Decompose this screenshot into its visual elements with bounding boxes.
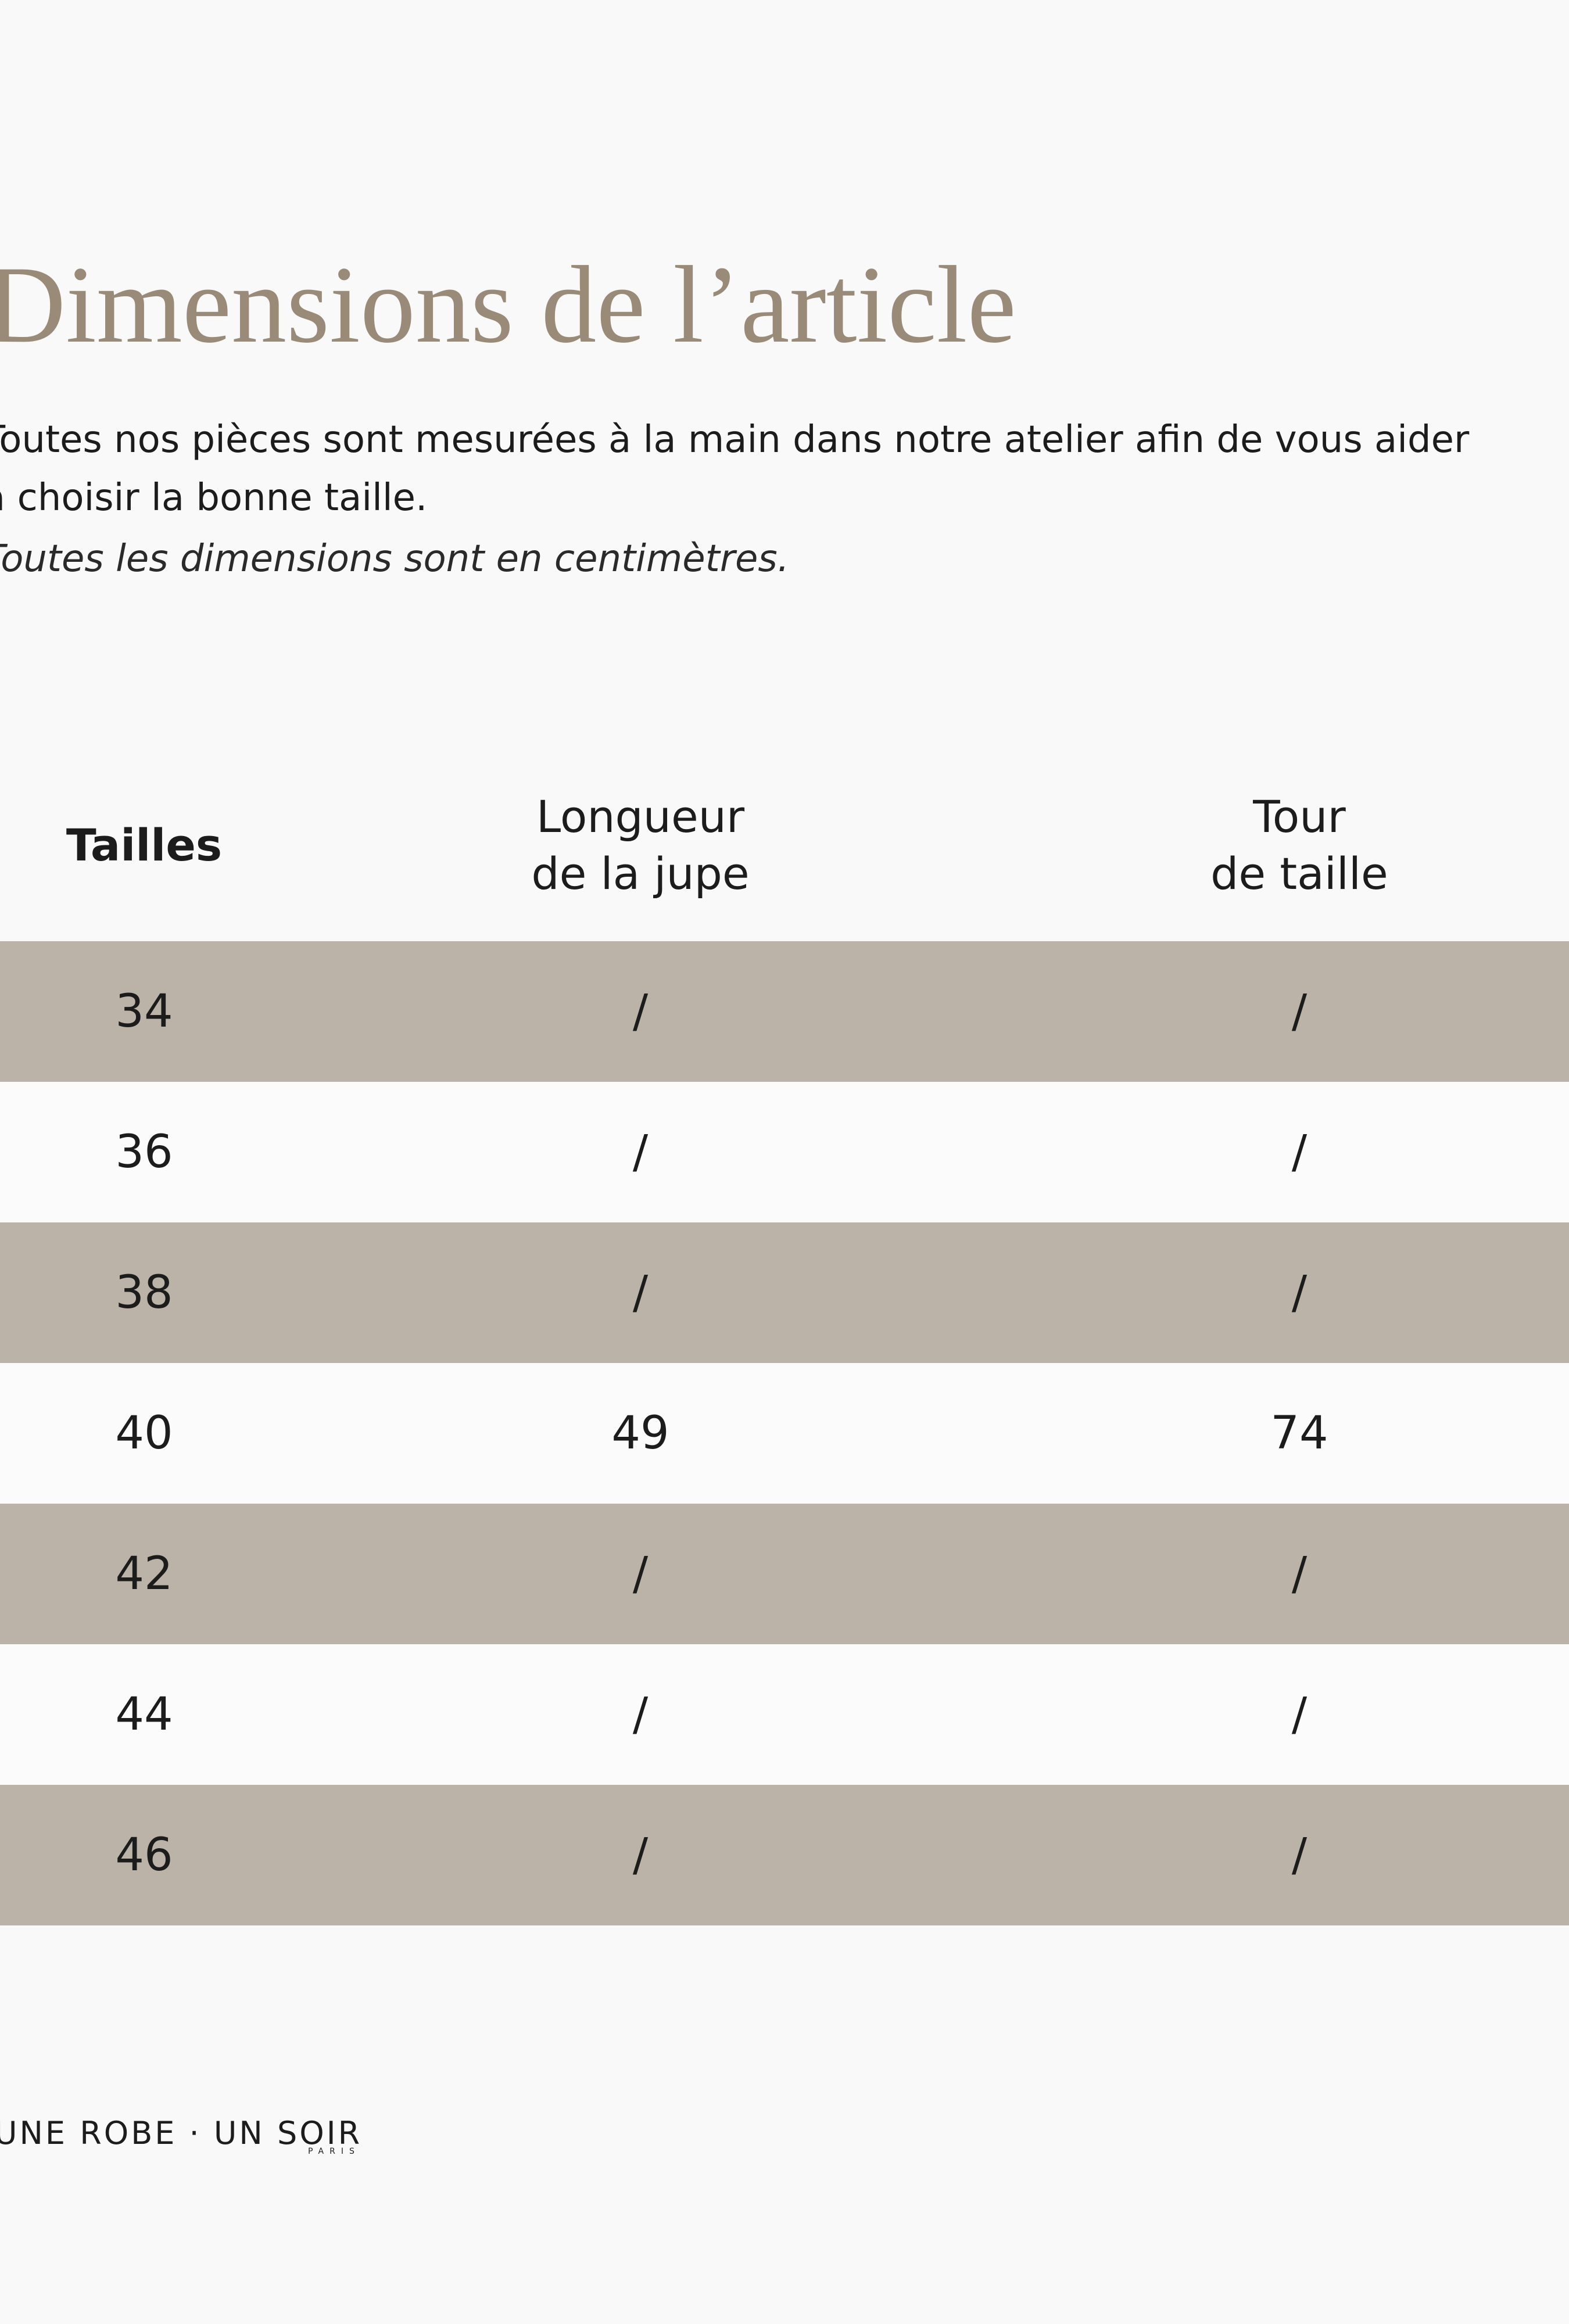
table-cell: / <box>1291 1688 1308 1741</box>
table-cell: / <box>632 1126 649 1178</box>
table-cell: 36 <box>115 1126 173 1178</box>
table-cell: / <box>632 985 649 1038</box>
table-cell: 74 <box>1270 1407 1328 1459</box>
table-cell: 49 <box>611 1407 669 1459</box>
table-cell: 40 <box>115 1407 173 1459</box>
table-cell: 46 <box>115 1829 173 1881</box>
table-cell: / <box>1291 1267 1308 1319</box>
brand-city: PARIS <box>308 2147 360 2156</box>
table-cell: / <box>1291 985 1308 1038</box>
table-row: 36 / / <box>0 1082 1569 1222</box>
table-cell: / <box>632 1829 649 1881</box>
table-cell: / <box>1291 1548 1308 1600</box>
column-header: Tailles <box>0 817 406 874</box>
table-cell: / <box>632 1548 649 1600</box>
table-cell: 38 <box>115 1267 173 1319</box>
table-cell: 42 <box>115 1548 173 1600</box>
table-row: 40 49 74 <box>0 1363 1569 1504</box>
table-row: 34 / / <box>0 941 1569 1082</box>
table-row: 38 / / <box>0 1222 1569 1363</box>
table-row: 44 / / <box>0 1644 1569 1785</box>
table-cell: / <box>1291 1829 1308 1881</box>
intro-line: à choisir la bonne taille. <box>0 476 428 519</box>
brand: UNE ROBE · UN SOIR <box>0 2115 363 2151</box>
title: Dimensions de l’article <box>0 244 1016 366</box>
header-line: Longueur <box>536 791 745 842</box>
column-header: Longueur de la jupe <box>379 788 902 902</box>
header-line: Tour <box>1253 791 1346 842</box>
table-row: 42 / / <box>0 1504 1569 1644</box>
table-cell: 44 <box>115 1688 173 1741</box>
column-header: Tour de taille <box>1038 788 1561 902</box>
table-cell: / <box>632 1267 649 1319</box>
table-cell: / <box>1291 1126 1308 1178</box>
header-line: Tailles <box>66 819 223 871</box>
header-line: de taille <box>1210 848 1388 899</box>
table-row: 46 / / <box>0 1785 1569 1925</box>
intro-line: Toutes nos pièces sont mesurées à la mai… <box>0 418 1470 461</box>
header-line: de la jupe <box>531 848 750 899</box>
note: Toutes les dimensions sont en centimètre… <box>0 537 790 580</box>
table-cell: / <box>632 1688 649 1741</box>
table-cell: 34 <box>115 985 173 1038</box>
